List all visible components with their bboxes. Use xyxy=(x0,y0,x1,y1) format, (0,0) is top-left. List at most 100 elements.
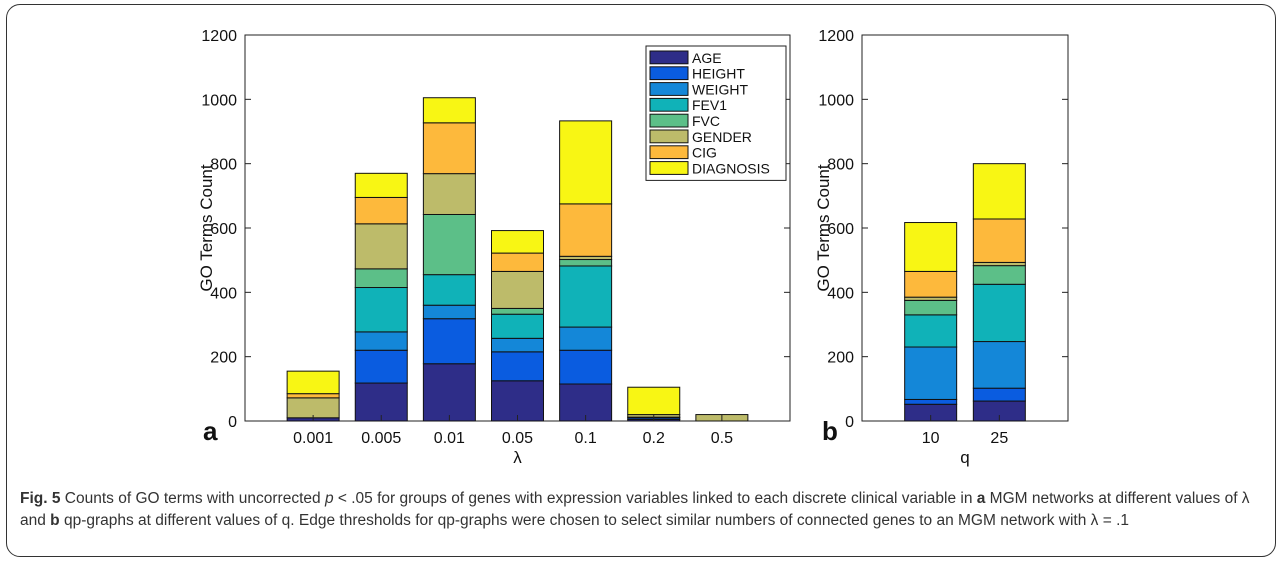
caption-text-4: qp-graphs at different values of q. Edge… xyxy=(59,512,1129,529)
a-y-tick-label: 1000 xyxy=(201,92,237,109)
a-x-tick-label: 0.2 xyxy=(643,430,665,447)
a-bar-segment-cig xyxy=(354,196,408,225)
figure-frame xyxy=(6,4,1276,557)
legend-label-age: AGE xyxy=(692,50,722,66)
a-bar-segment-height xyxy=(559,349,613,385)
b-bar-segment-fvc xyxy=(904,299,958,316)
b-x-tick-label: 25 xyxy=(990,430,1008,447)
a-bar-segment-diagnosis xyxy=(422,97,476,124)
figure-chart-area: 0 200 400 600 800 1000 1200 GO Terms Count 0.001… xyxy=(197,28,1069,467)
legend-swatch-gender xyxy=(649,129,689,144)
a-y-tick-label: 800 xyxy=(210,157,237,174)
legend-swatch-fvc xyxy=(649,113,689,128)
a-bar-segment-cig xyxy=(422,122,476,175)
a-bar-segment-cig xyxy=(559,203,613,257)
a-bar-segment-age xyxy=(422,363,476,422)
figure-caption: Fig. 5 Counts of GO terms with uncorrect… xyxy=(20,488,1265,532)
a-bar-segment-fev1 xyxy=(422,274,476,306)
b-y-tick-label: 400 xyxy=(827,285,854,302)
a-x-tick-label: 0.05 xyxy=(502,430,533,447)
caption-ref-a: a xyxy=(976,490,986,507)
a-bar-segment-fev1 xyxy=(559,265,613,328)
b-x-tick-label: 10 xyxy=(922,430,940,447)
a-bar-segment-diagnosis xyxy=(354,172,408,198)
a-x-tick-label: 0.01 xyxy=(434,430,465,447)
b-bar-segment-weight xyxy=(972,341,1026,389)
a-y-tick-label: 600 xyxy=(210,221,237,238)
panel-b-chart: 0 200 400 600 800 1000 1200 GO Terms Count 10 25 q… xyxy=(814,28,1069,467)
a-bar-segment-fvc xyxy=(491,307,544,315)
a-bar-segment-height xyxy=(422,318,476,365)
a-bar-segment-weight xyxy=(422,304,476,320)
legend-swatch-diagnosis xyxy=(649,161,689,175)
a-bar-segment-weight xyxy=(559,326,613,351)
b-bar-segment-cig xyxy=(904,270,958,298)
b-bar-segment-diagnosis xyxy=(904,222,958,272)
a-y-tick-label: 1200 xyxy=(201,28,237,45)
a-bar-segment-fev1 xyxy=(354,287,408,333)
caption-ref-b: b xyxy=(50,512,60,529)
b-y-tick-label: 0 xyxy=(845,414,854,431)
a-x-axis-label: λ xyxy=(513,448,522,467)
caption-text-3: MGM networks at different values of λ an… xyxy=(20,490,1250,529)
a-y-tick-label: 0 xyxy=(228,414,237,431)
a-y-tick-label: 400 xyxy=(210,285,237,302)
caption-text-1: Counts of GO terms with uncorrected xyxy=(60,490,325,507)
a-y-tick-label: 200 xyxy=(210,350,237,367)
a-bar-segment-fvc xyxy=(559,259,613,267)
b-y-tick-label: 1000 xyxy=(818,92,854,109)
a-bar-segment-age xyxy=(559,383,613,422)
a-bar-segment-gender xyxy=(491,270,544,309)
b-bar-segment-fev1 xyxy=(904,314,958,348)
caption-p-symbol: p xyxy=(324,490,334,507)
a-bar-segment-height xyxy=(491,351,544,382)
a-bar-segment-gender xyxy=(286,397,340,419)
legend-label-weight: WEIGHT xyxy=(692,81,748,97)
b-y-tick-label: 1200 xyxy=(818,28,854,45)
legend-label-fev1: FEV1 xyxy=(692,97,727,113)
legend-label-diagnosis: DIAGNOSIS xyxy=(692,160,770,176)
legend-label-gender: GENDER xyxy=(692,129,752,145)
legend-swatch-cig xyxy=(649,145,689,160)
a-bar-segment-age xyxy=(491,380,544,422)
b-y-tick-label: 200 xyxy=(827,350,854,367)
a-bar-segment-diagnosis xyxy=(559,120,613,205)
a-bar-segment-cig xyxy=(286,393,340,399)
a-bar-segment-diagnosis xyxy=(286,370,340,395)
b-panel-label: b xyxy=(822,416,838,446)
a-bar-segment-fvc xyxy=(354,268,408,289)
legend-swatch-weight xyxy=(649,82,689,96)
a-bar-segment-age xyxy=(354,382,408,422)
b-y-tick-label: 800 xyxy=(827,157,854,174)
legend-swatch-age xyxy=(649,50,689,65)
caption-figure-label: Fig. 5 xyxy=(20,490,61,507)
b-bar-segment-height xyxy=(904,398,958,405)
legend-label-height: HEIGHT xyxy=(692,66,745,82)
b-bar-segment-fvc xyxy=(972,265,1026,285)
a-bar-segment-gender xyxy=(354,223,408,270)
legend-swatch-height xyxy=(649,66,689,81)
b-bar-segment-diagnosis xyxy=(972,163,1026,220)
legend-swatch-fev1 xyxy=(649,97,689,112)
a-bar-segment-gender xyxy=(422,173,476,215)
a-bar-segment-weight xyxy=(491,337,544,353)
a-bar-segment-weight xyxy=(354,331,408,351)
a-bar-segment-fvc xyxy=(422,213,476,276)
legend-label-cig: CIG xyxy=(692,145,717,161)
a-x-tick-label: 0.5 xyxy=(711,430,733,447)
caption-text-2: < .05 for groups of genes with expressio… xyxy=(333,490,977,507)
b-bar-segment-fev1 xyxy=(972,283,1026,343)
a-bar-segment-fev1 xyxy=(491,313,544,339)
b-bar-segment-weight xyxy=(904,346,958,400)
a-x-tick-label: 0.001 xyxy=(293,430,333,447)
b-bar-segment-cig xyxy=(972,218,1026,263)
a-panel-label: a xyxy=(203,416,218,446)
b-y-axis-label: GO Terms Count xyxy=(814,164,833,292)
b-bar-segment-height xyxy=(972,387,1026,402)
b-x-axis-label: q xyxy=(960,448,969,467)
b-y-tick-label: 600 xyxy=(827,221,854,238)
a-bar-segment-height xyxy=(354,349,408,384)
a-bar-segment-diagnosis xyxy=(491,230,544,254)
b-plot-area xyxy=(861,34,1069,422)
